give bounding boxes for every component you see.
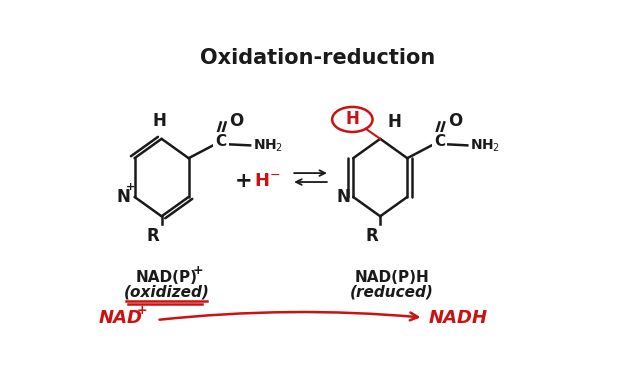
Text: NAD(P): NAD(P) <box>135 270 197 285</box>
Text: C: C <box>434 134 445 149</box>
Text: +: + <box>234 171 252 190</box>
Text: R: R <box>146 227 159 245</box>
Text: NADH: NADH <box>428 308 487 327</box>
Text: +: + <box>192 264 203 277</box>
Text: Oxidation-reduction: Oxidation-reduction <box>200 48 435 68</box>
Text: (oxidized): (oxidized) <box>123 285 210 300</box>
Text: O: O <box>229 112 244 130</box>
Text: R: R <box>365 227 378 245</box>
Text: NAD(P)H: NAD(P)H <box>355 270 430 285</box>
Text: H$^{-}$: H$^{-}$ <box>254 171 280 190</box>
Text: N: N <box>337 188 351 206</box>
Text: NAD: NAD <box>99 308 143 327</box>
Text: +: + <box>137 304 148 317</box>
Text: H: H <box>388 113 402 131</box>
Text: (reduced): (reduced) <box>350 285 434 300</box>
Text: N: N <box>117 188 131 206</box>
Text: H: H <box>345 110 359 128</box>
Text: +: + <box>126 182 135 192</box>
Text: H: H <box>153 113 166 130</box>
Text: O: O <box>448 112 463 130</box>
Text: C: C <box>215 134 226 149</box>
Text: NH$_2$: NH$_2$ <box>470 137 500 154</box>
Text: NH$_2$: NH$_2$ <box>252 137 283 154</box>
